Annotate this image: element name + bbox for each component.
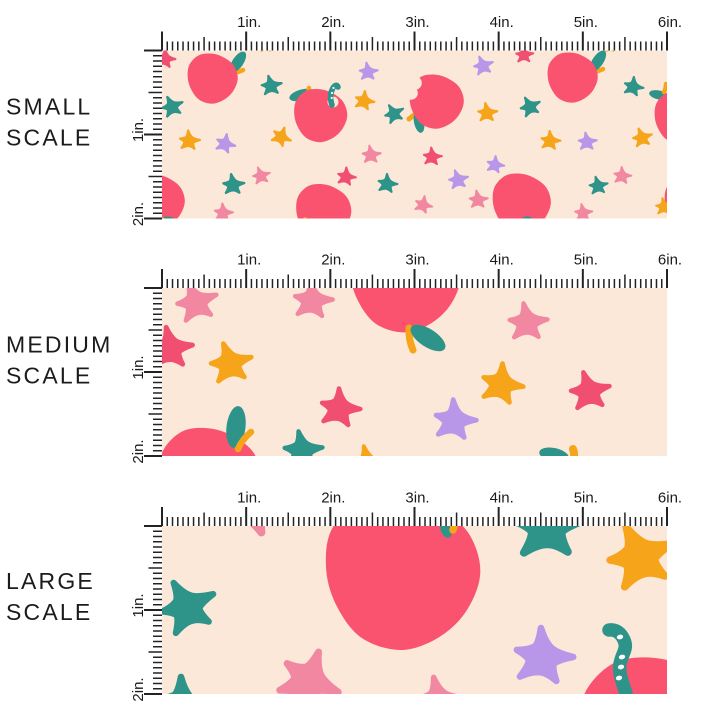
svg-text:1in.: 1in.: [130, 355, 147, 379]
svg-text:4in.: 4in.: [490, 252, 514, 269]
svg-text:6in.: 6in.: [658, 490, 682, 507]
svg-text:1in.: 1in.: [130, 593, 147, 617]
svg-text:5in.: 5in.: [574, 14, 598, 31]
svg-text:3in.: 3in.: [405, 490, 429, 507]
svg-text:SCALE: SCALE: [6, 363, 92, 389]
svg-text:MEDIUM: MEDIUM: [6, 332, 112, 358]
svg-text:LARGE: LARGE: [6, 568, 95, 594]
svg-text:6in.: 6in.: [658, 252, 682, 269]
svg-text:2in.: 2in.: [321, 252, 345, 269]
svg-text:3in.: 3in.: [405, 252, 429, 269]
svg-text:4in.: 4in.: [490, 14, 514, 31]
svg-text:SCALE: SCALE: [6, 125, 92, 151]
svg-text:3in.: 3in.: [405, 14, 429, 31]
svg-text:2in.: 2in.: [130, 439, 147, 463]
svg-text:SMALL: SMALL: [6, 94, 92, 120]
svg-text:1in.: 1in.: [237, 490, 261, 507]
svg-text:5in.: 5in.: [574, 252, 598, 269]
svg-text:2in.: 2in.: [130, 202, 147, 226]
svg-text:1in.: 1in.: [130, 118, 147, 142]
svg-text:2in.: 2in.: [321, 14, 345, 31]
svg-text:6in.: 6in.: [658, 14, 682, 31]
svg-text:2in.: 2in.: [130, 677, 147, 701]
svg-text:1in.: 1in.: [237, 14, 261, 31]
svg-text:1in.: 1in.: [237, 252, 261, 269]
svg-text:2in.: 2in.: [321, 490, 345, 507]
svg-text:SCALE: SCALE: [6, 599, 92, 625]
svg-text:5in.: 5in.: [574, 490, 598, 507]
svg-text:4in.: 4in.: [490, 490, 514, 507]
